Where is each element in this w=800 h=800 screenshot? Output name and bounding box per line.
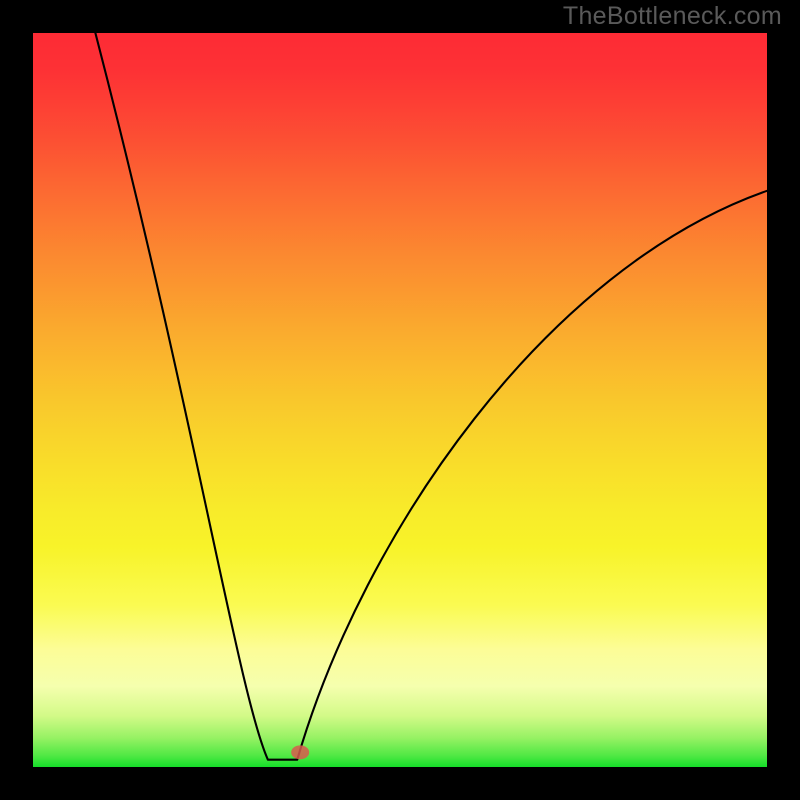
watermark-text: TheBottleneck.com: [563, 2, 782, 31]
minimum-marker: [291, 745, 309, 759]
curve-path: [95, 33, 767, 760]
bottleneck-curve: [33, 33, 767, 767]
plot-area: [33, 33, 767, 767]
